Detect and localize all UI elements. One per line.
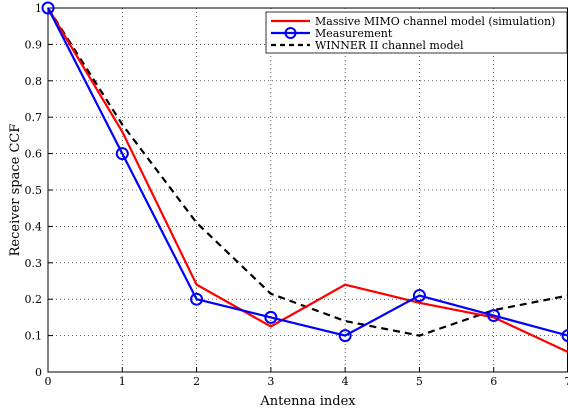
data-point: [264, 310, 278, 324]
axis-ticks: 0 1 2 3 4 5 6 7 0 0.1 0.2 0.3 0.4 0.5 0.6 0.7 0.8 0.9 1: [25, 2, 568, 388]
y-axis-label: Receiver space CCF: [8, 124, 23, 257]
data-point: [115, 147, 129, 161]
series-layer: [41, 1, 568, 353]
x-tick-label: 3: [267, 375, 274, 388]
x-tick-label: 7: [565, 375, 568, 388]
y-tick-label: 0.7: [25, 111, 43, 124]
data-point: [41, 1, 55, 15]
x-tick-label: 4: [342, 375, 349, 388]
data-point: [561, 329, 568, 343]
y-tick-label: 0.4: [25, 220, 43, 233]
y-tick-label: 0.2: [25, 293, 43, 306]
data-point: [190, 292, 204, 306]
grid-lines: [48, 8, 568, 372]
y-tick-label: 0.3: [25, 257, 43, 270]
y-tick-label: 0.9: [25, 38, 43, 51]
x-tick-label: 2: [193, 375, 200, 388]
x-tick-label: 5: [416, 375, 423, 388]
data-point: [338, 329, 352, 343]
y-tick-label: 0.6: [25, 148, 43, 161]
y-tick-label: 1: [35, 2, 42, 15]
data-point: [487, 309, 501, 323]
x-tick-label: 6: [490, 375, 497, 388]
legend: Massive MIMO channel model (simulation)M…: [265, 11, 568, 54]
series-line: [47, 7, 568, 337]
y-tick-label: 0.5: [25, 184, 43, 197]
legend-label: Measurement: [315, 27, 393, 40]
series-line: [47, 7, 568, 337]
legend-box: [265, 11, 568, 54]
legend-label: Massive MIMO channel model (simulation): [315, 15, 555, 28]
x-tick-label: 1: [119, 375, 126, 388]
series-line: [47, 7, 568, 353]
data-point: [412, 289, 426, 303]
legend-label: WINNER II channel model: [315, 39, 464, 52]
y-tick-label: 0: [35, 366, 42, 379]
y-tick-label: 0.8: [25, 75, 43, 88]
x-axis-label: Antenna index: [259, 394, 356, 409]
y-tick-label: 0.1: [25, 330, 43, 343]
legend-marker: [284, 27, 297, 39]
x-tick-label: 0: [45, 375, 52, 388]
